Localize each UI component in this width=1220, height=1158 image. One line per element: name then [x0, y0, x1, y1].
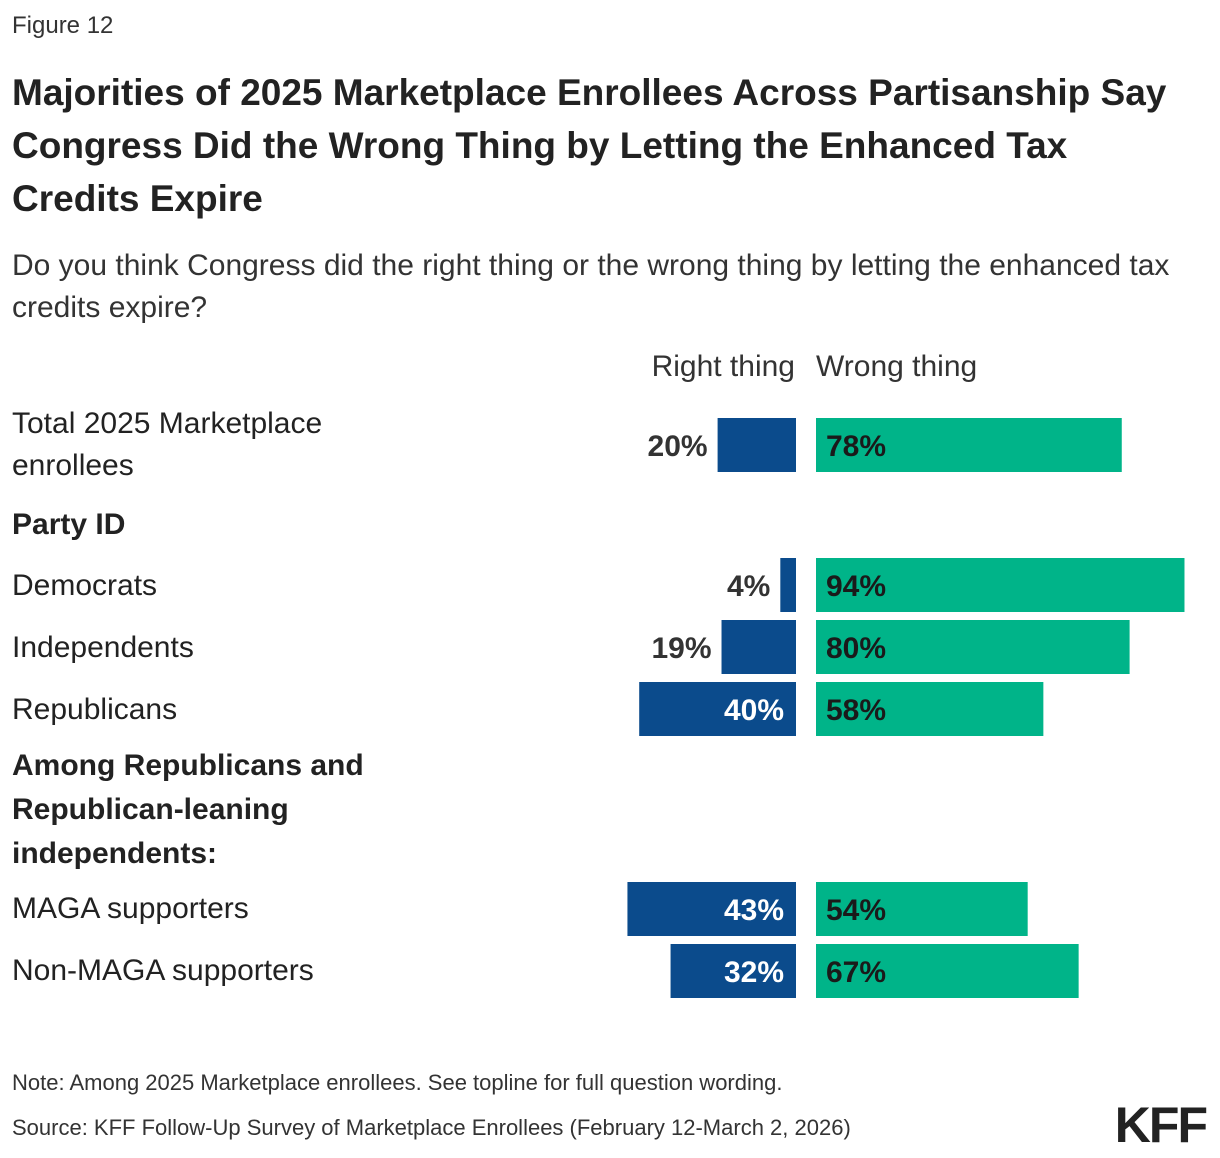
bar-right-republicans — [639, 682, 796, 736]
source: Source: KFF Follow-Up Survey of Marketpl… — [12, 1115, 851, 1140]
bar-right-total-2025-marketplace-enrollees — [717, 418, 796, 472]
label-wrong-maga-supporters: 54% — [826, 894, 886, 927]
row-label-total: Total 2025 Marketplace enrollees — [12, 407, 323, 482]
label-right-democrats: 4% — [727, 570, 770, 603]
bar-wrong-non-maga-supporters — [816, 944, 1079, 998]
bar-right-independents — [721, 620, 796, 674]
label-wrong-non-maga-supporters: 67% — [826, 956, 886, 989]
label-wrong-independents: 80% — [826, 632, 886, 665]
wrong-thing-column-header: Wrong thing — [816, 350, 978, 383]
figure-label: Figure 12 — [12, 12, 114, 39]
row-label-maga: MAGA supporters — [12, 892, 249, 925]
label-right-non-maga-supporters: 32% — [724, 956, 784, 989]
bar-right-maga-supporters — [627, 882, 796, 936]
row-label-democrats: Democrats — [12, 569, 158, 602]
label-wrong-democrats: 94% — [826, 570, 886, 603]
label-right-total-2025-marketplace-enrollees: 20% — [648, 430, 708, 463]
kff-logo: KFF — [1114, 1097, 1208, 1153]
bar-wrong-maga-supporters — [816, 882, 1028, 936]
chart-title: Majorities of 2025 Marketplace Enrollees… — [12, 72, 1167, 219]
group-label-republicans: Among Republicans and Republican-leaning… — [12, 749, 364, 870]
bar-wrong-total-2025-marketplace-enrollees — [816, 418, 1122, 472]
label-right-republicans: 40% — [724, 694, 784, 727]
bar-wrong-democrats — [816, 558, 1185, 612]
bar-wrong-republicans — [816, 682, 1044, 736]
bar-right-non-maga-supporters — [670, 944, 796, 998]
label-wrong-republicans: 58% — [826, 694, 886, 727]
chart-subtitle: Do you think Congress did the right thin… — [12, 249, 1170, 324]
row-label-independents: Independents — [12, 631, 194, 664]
label-right-maga-supporters: 43% — [724, 894, 784, 927]
bar-right-democrats — [780, 558, 796, 612]
label-wrong-total-2025-marketplace-enrollees: 78% — [826, 430, 886, 463]
row-label-non-maga: Non-MAGA supporters — [12, 954, 314, 987]
right-thing-column-header: Right thing — [651, 350, 795, 383]
row-label-republicans: Republicans — [12, 693, 178, 726]
bar-wrong-independents — [816, 620, 1130, 674]
group-label-party-id: Party ID — [12, 508, 126, 541]
label-right-independents: 19% — [651, 632, 711, 665]
note: Note: Among 2025 Marketplace enrollees. … — [12, 1070, 783, 1095]
